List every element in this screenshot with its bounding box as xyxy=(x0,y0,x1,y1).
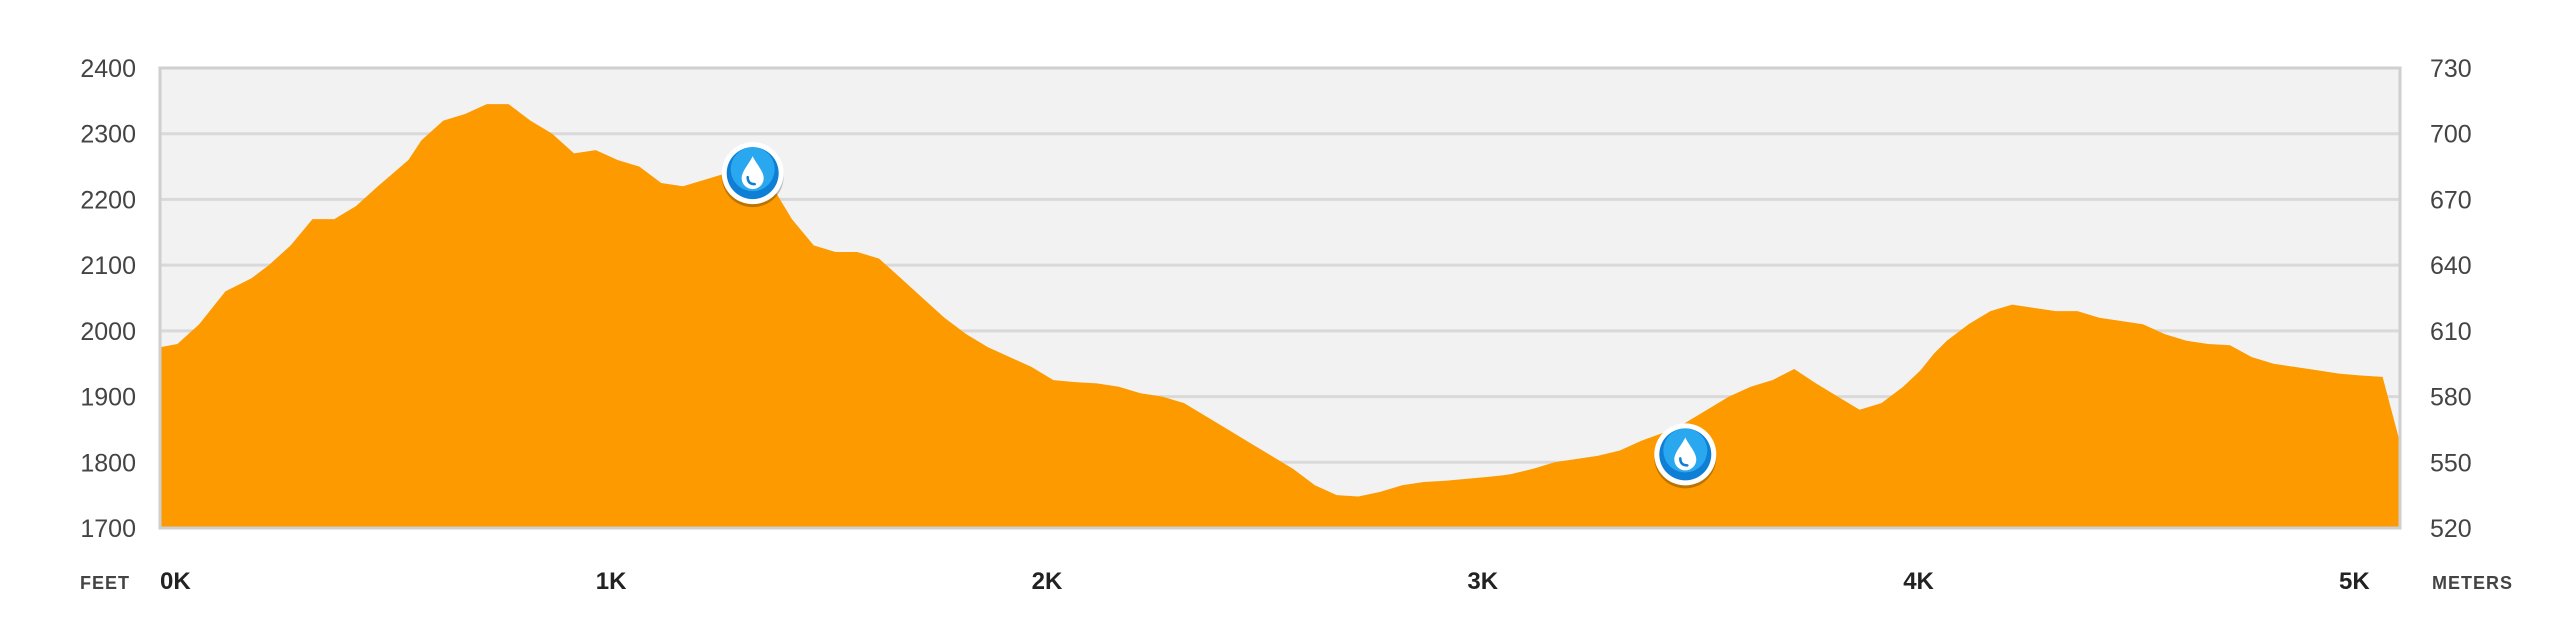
markers xyxy=(721,142,1717,489)
y-tick-left-label: 1800 xyxy=(80,449,136,477)
y-tick-left-label: 2400 xyxy=(80,55,136,83)
y-tick-left-label: 2300 xyxy=(80,121,136,149)
x-tick-label: 2K xyxy=(1032,568,1063,595)
y-tick-left-label: 1900 xyxy=(80,384,136,412)
y-tick-left-label: 1700 xyxy=(80,515,136,543)
x-tick-label: 1K xyxy=(596,568,627,595)
plot-border xyxy=(158,66,2402,530)
y-tick-right-label: 550 xyxy=(2430,449,2472,477)
y-tick-right-label: 580 xyxy=(2430,384,2472,412)
y-tick-left-label: 2000 xyxy=(80,318,136,346)
y-tick-right-label: 640 xyxy=(2430,252,2472,280)
y-axis-left: 1700 1800 1900 2000 2100 2200 2300 2400 xyxy=(80,55,136,543)
y-axis-left-unit-label: FEET xyxy=(80,573,130,593)
x-tick-label: 0K xyxy=(160,568,191,595)
y-tick-right-label: 730 xyxy=(2430,55,2472,83)
y-tick-right-label: 670 xyxy=(2430,186,2472,214)
x-tick-label: 3K xyxy=(1467,568,1498,595)
water-drop-icon[interactable] xyxy=(721,142,784,208)
y-axis-right-unit-label: METERS xyxy=(2432,573,2513,593)
y-tick-right-label: 700 xyxy=(2430,121,2472,149)
y-tick-left-label: 2200 xyxy=(80,186,136,214)
x-tick-label: 5K xyxy=(2339,568,2370,595)
x-tick-label: 4K xyxy=(1903,568,1934,595)
y-tick-left-label: 2100 xyxy=(80,252,136,280)
y-tick-right-label: 610 xyxy=(2430,318,2472,346)
y-tick-right-label: 520 xyxy=(2430,515,2472,543)
y-axis-right: 520 550 580 610 640 670 700 730 xyxy=(2430,55,2472,543)
x-axis: 0K 1K 2K 3K 4K 5K xyxy=(160,568,2370,595)
water-drop-icon[interactable] xyxy=(1654,423,1717,489)
elevation-area xyxy=(160,104,2400,528)
